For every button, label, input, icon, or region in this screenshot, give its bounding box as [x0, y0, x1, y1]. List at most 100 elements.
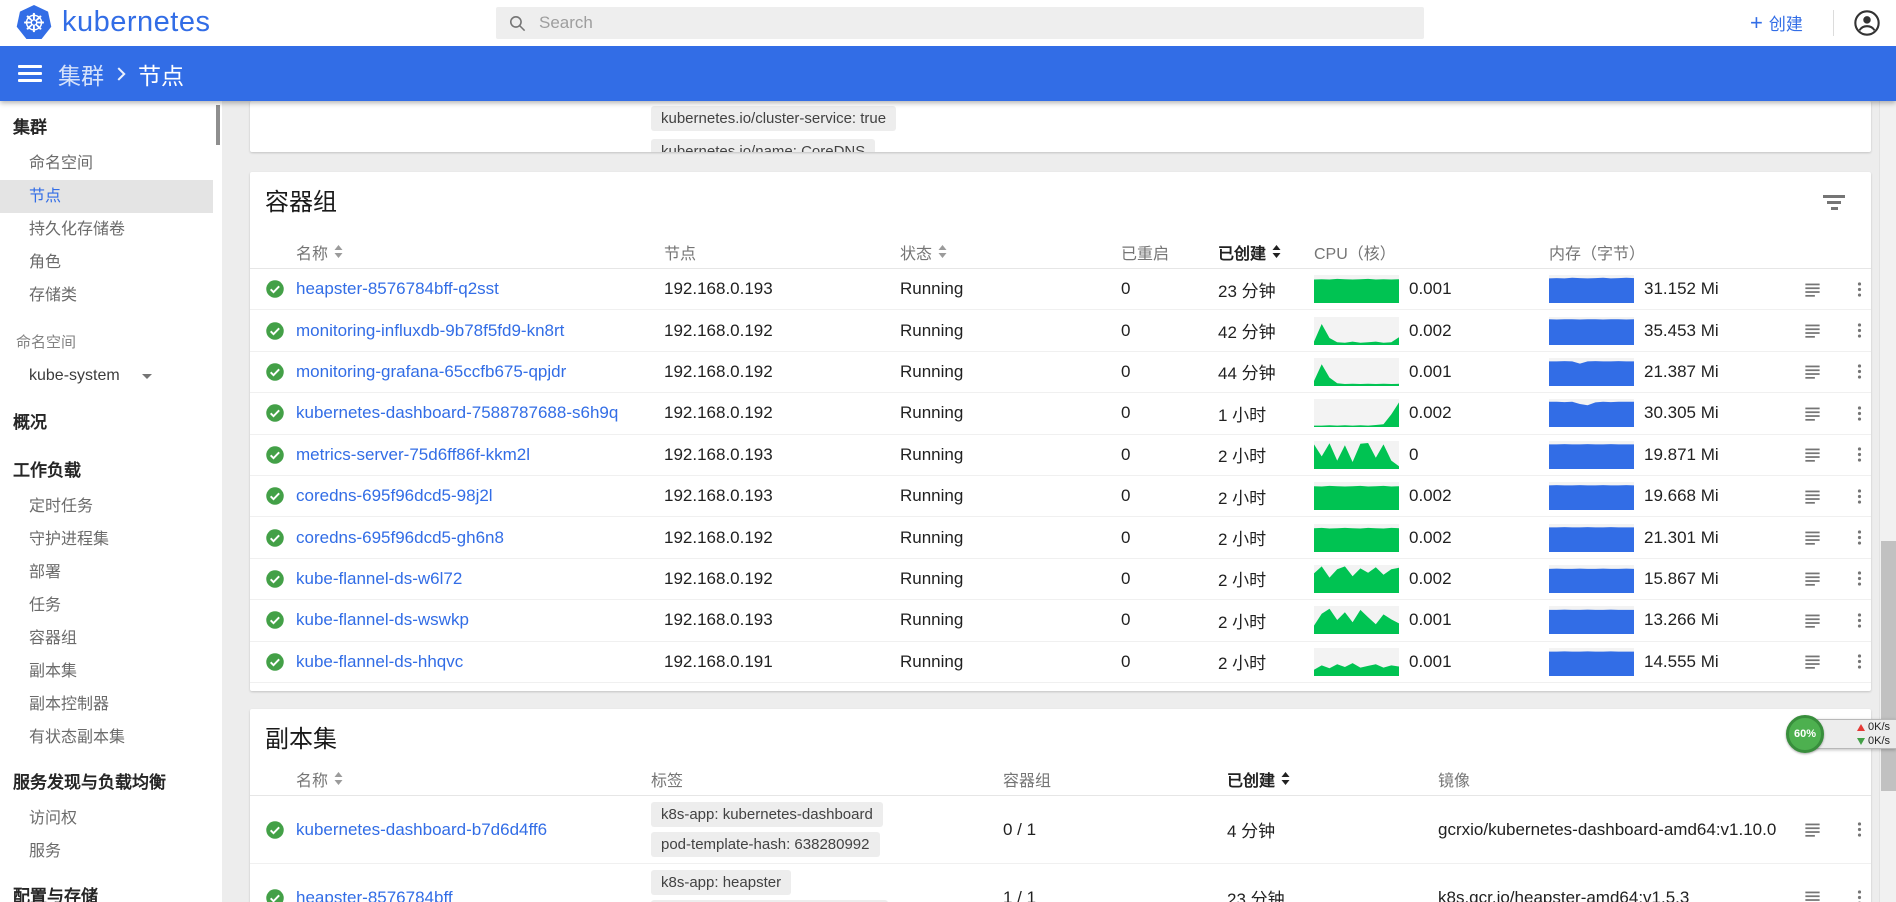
cpu-sparkline: [1314, 524, 1399, 552]
breadcrumb-parent[interactable]: 集群: [58, 57, 104, 91]
sidebar-item-services[interactable]: 服务: [0, 835, 213, 868]
cpu-value: 0.001: [1409, 362, 1452, 382]
logs-icon[interactable]: [1803, 569, 1822, 588]
label-chip: k8s-app: kubernetes-dashboard: [651, 802, 883, 827]
sidebar-item-replication-controllers[interactable]: 副本控制器: [0, 688, 213, 721]
logs-icon[interactable]: [1803, 445, 1822, 464]
filter-icon[interactable]: [1823, 192, 1845, 214]
pod-node: 192.168.0.192: [664, 569, 900, 589]
kebab-menu-icon[interactable]: [1850, 280, 1869, 299]
cpu-sparkline: [1314, 565, 1399, 593]
kebab-menu-icon[interactable]: [1850, 404, 1869, 423]
logs-icon[interactable]: [1803, 280, 1822, 299]
pod-status: Running: [900, 445, 1121, 465]
pod-age: 2 小时: [1218, 649, 1314, 674]
logs-icon[interactable]: [1803, 362, 1822, 381]
kebab-menu-icon[interactable]: [1850, 569, 1869, 588]
logs-icon[interactable]: [1803, 487, 1822, 506]
create-button[interactable]: + 创建: [1750, 10, 1803, 35]
sort-icon[interactable]: [1271, 244, 1282, 259]
sidebar-namespace-label: 命名空间: [0, 328, 222, 358]
kebab-menu-icon[interactable]: [1850, 528, 1869, 547]
kebab-menu-icon[interactable]: [1850, 321, 1869, 340]
replicaset-age: 4 分钟: [1227, 817, 1438, 842]
logs-icon[interactable]: [1803, 652, 1822, 671]
pods-card-title: 容器组: [265, 188, 337, 217]
logs-icon[interactable]: [1803, 528, 1822, 547]
account-icon[interactable]: [1853, 9, 1881, 37]
sidebar-item-jobs[interactable]: 任务: [0, 589, 213, 622]
pod-row: monitoring-grafana-65ccfb675-qpjdr192.16…: [250, 352, 1871, 393]
sidebar-scrollbar[interactable]: [216, 101, 221, 902]
kebab-menu-icon[interactable]: [1850, 820, 1869, 839]
pod-name-link[interactable]: coredns-695f96dcd5-98j2l: [296, 486, 493, 505]
pod-name-link[interactable]: monitoring-grafana-65ccfb675-qpjdr: [296, 362, 566, 381]
column-header-name[interactable]: 名称: [296, 240, 664, 264]
sort-icon[interactable]: [937, 244, 948, 259]
logs-icon[interactable]: [1803, 888, 1822, 902]
memory-value: 19.668 Mi: [1644, 486, 1719, 506]
sidebar-header-discovery[interactable]: 服务发现与负载均衡: [0, 764, 222, 802]
logs-icon[interactable]: [1803, 404, 1822, 423]
logs-icon[interactable]: [1803, 820, 1822, 839]
kubernetes-logo[interactable]: ☸ kubernetes: [16, 5, 211, 40]
menu-icon[interactable]: [18, 61, 42, 86]
sidebar-item-daemon-sets[interactable]: 守护进程集: [0, 523, 213, 556]
sort-icon[interactable]: [333, 244, 344, 259]
pod-restarts: 0: [1121, 445, 1218, 465]
pod-status: Running: [900, 486, 1121, 506]
sidebar-item-namespaces[interactable]: 命名空间: [0, 147, 213, 180]
sidebar-item-ingresses[interactable]: 访问权: [0, 802, 213, 835]
sidebar-item-persistent-volumes[interactable]: 持久化存储卷: [0, 213, 213, 246]
pod-name-link[interactable]: kube-flannel-ds-w6l72: [296, 569, 462, 588]
pod-restarts: 0: [1121, 569, 1218, 589]
sidebar-item-stateful-sets[interactable]: 有状态副本集: [0, 721, 213, 754]
pod-name-link[interactable]: heapster-8576784bff-q2sst: [296, 279, 499, 298]
search-input[interactable]: [539, 13, 1412, 33]
sidebar-header-config-storage[interactable]: 配置与存储: [0, 878, 222, 902]
logs-icon[interactable]: [1803, 321, 1822, 340]
pod-name-link[interactable]: kube-flannel-ds-hhqvc: [296, 652, 463, 671]
sort-icon[interactable]: [1280, 771, 1291, 786]
sidebar-header-workloads[interactable]: 工作负载: [0, 452, 222, 490]
sidebar-item-pods[interactable]: 容器组: [0, 622, 213, 655]
memory-sparkline: [1549, 399, 1634, 427]
kebab-menu-icon[interactable]: [1850, 652, 1869, 671]
sidebar-item-replica-sets[interactable]: 副本集: [0, 655, 213, 688]
memory-value: 19.871 Mi: [1644, 445, 1719, 465]
sidebar-header-cluster[interactable]: 集群: [0, 109, 222, 147]
kebab-menu-icon[interactable]: [1850, 362, 1869, 381]
pod-restarts: 0: [1121, 486, 1218, 506]
kebab-menu-icon[interactable]: [1850, 888, 1869, 902]
namespace-select[interactable]: kube-system: [0, 358, 222, 394]
column-header-created[interactable]: 已创建: [1227, 767, 1438, 791]
kebab-menu-icon[interactable]: [1850, 611, 1869, 630]
kebab-menu-icon[interactable]: [1850, 487, 1869, 506]
kebab-menu-icon[interactable]: [1850, 445, 1869, 464]
pod-name-link[interactable]: kube-flannel-ds-wswkp: [296, 610, 469, 629]
pod-row: coredns-695f96dcd5-98j2l192.168.0.193Run…: [250, 476, 1871, 517]
sidebar-item-overview[interactable]: 概况: [0, 404, 222, 442]
pod-name-link[interactable]: monitoring-influxdb-9b78f5fd9-kn8rt: [296, 321, 564, 340]
column-header-status[interactable]: 状态: [900, 240, 1121, 264]
brand-title: kubernetes: [62, 6, 211, 39]
pod-name-link[interactable]: metrics-server-75d6ff86f-kkm2l: [296, 445, 530, 464]
sidebar-item-cron-jobs[interactable]: 定时任务: [0, 490, 213, 523]
sidebar-scrollbar-thumb[interactable]: [216, 105, 220, 145]
sidebar-item-nodes[interactable]: 节点: [0, 180, 213, 213]
column-header-created[interactable]: 已创建: [1218, 240, 1314, 264]
sidebar-item-deployments[interactable]: 部署: [0, 556, 213, 589]
monitor-overlay-widget[interactable]: 60% 0K/s 0K/s: [1786, 714, 1896, 754]
pod-name-link[interactable]: coredns-695f96dcd5-gh6n8: [296, 528, 504, 547]
replicaset-name-link[interactable]: heapster-8576784bff: [296, 888, 453, 902]
logs-icon[interactable]: [1803, 611, 1822, 630]
column-header-name[interactable]: 名称: [296, 767, 651, 791]
status-ok-icon: [265, 321, 285, 341]
pod-name-link[interactable]: kubernetes-dashboard-7588787688-s6h9q: [296, 403, 618, 422]
replicaset-name-link[interactable]: kubernetes-dashboard-b7d6d4ff6: [296, 820, 547, 839]
sort-icon[interactable]: [333, 771, 344, 786]
main-scrollbar[interactable]: [1879, 101, 1896, 902]
search-bar[interactable]: [496, 7, 1424, 39]
sidebar-item-roles[interactable]: 角色: [0, 246, 213, 279]
sidebar-item-storage-classes[interactable]: 存储类: [0, 279, 213, 312]
